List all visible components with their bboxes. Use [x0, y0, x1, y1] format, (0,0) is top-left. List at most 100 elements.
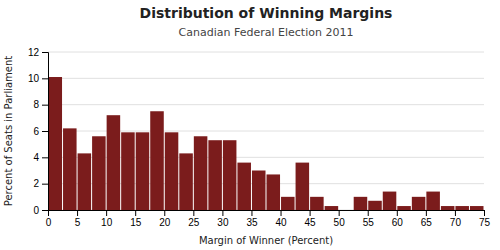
bar: [194, 136, 208, 210]
y-tick-mark: [42, 210, 48, 211]
x-tick-label: 15: [130, 217, 142, 228]
y-axis-line: [42, 53, 49, 211]
y-tick: 8: [33, 99, 48, 110]
y-axis: 0 2 4 6 8 10 12: [28, 47, 49, 216]
bar: [383, 192, 397, 210]
bar: [354, 197, 368, 210]
x-tick-label: 30: [217, 217, 229, 228]
x-tick-label: 25: [188, 217, 200, 228]
y-tick: 12: [28, 47, 48, 58]
grid-line: [48, 78, 484, 79]
bar: [470, 206, 484, 210]
bar: [267, 174, 281, 210]
bar: [426, 192, 440, 210]
x-tick-label: 40: [275, 217, 287, 228]
x-tick-label: 5: [75, 217, 81, 228]
x-tick: 60: [392, 210, 404, 228]
bar: [296, 163, 310, 210]
bar: [412, 197, 426, 210]
y-tick: 0: [33, 205, 48, 216]
x-tick-mark: [484, 210, 485, 216]
x-tick-mark: [193, 210, 194, 216]
bar: [107, 115, 121, 210]
x-tick-mark: [106, 210, 107, 216]
x-tick-label: 55: [363, 217, 375, 228]
bar: [310, 197, 324, 210]
y-tick: 2: [33, 178, 48, 189]
x-tick: 65: [421, 210, 433, 228]
x-tick-mark: [339, 210, 340, 216]
bar: [368, 201, 382, 210]
x-tick: 30: [217, 210, 229, 228]
y-axis-title: Percent of Seats in Parliament: [3, 56, 14, 207]
y-tick: 6: [33, 126, 48, 137]
bar: [237, 163, 251, 210]
bar: [136, 132, 150, 210]
y-tick-label: 0: [33, 205, 39, 216]
y-tick-label: 6: [33, 126, 39, 137]
x-tick-mark: [310, 210, 311, 216]
y-tick-mark: [42, 184, 48, 185]
x-tick-mark: [426, 210, 427, 216]
x-tick: 50: [334, 210, 346, 228]
x-tick: 40: [275, 210, 287, 228]
y-tick-mark: [42, 78, 48, 79]
y-tick-mark: [42, 157, 48, 158]
y-tick-mark: [42, 105, 48, 106]
bar: [121, 132, 135, 210]
x-tick-label: 70: [450, 217, 462, 228]
bar: [252, 171, 266, 211]
y-tick-label: 2: [33, 178, 39, 189]
bar: [92, 136, 106, 210]
title: Distribution of Winning Margins: [140, 5, 393, 21]
x-tick-mark: [455, 210, 456, 216]
y-tick-mark: [42, 131, 48, 132]
x-tick-mark: [135, 210, 136, 216]
x-tick-label: 75: [479, 217, 491, 228]
y-tick-mark: [42, 52, 48, 53]
x-tick: 20: [159, 210, 171, 228]
bar: [179, 153, 193, 210]
y-tick-label: 8: [33, 99, 39, 110]
x-tick-label: 35: [246, 217, 258, 228]
x-tick-mark: [77, 210, 78, 216]
x-tick-label: 45: [305, 217, 317, 228]
x-axis: 0 5 10 15 20 25 30 35 40 45 50 55 60 65 70 75: [46, 210, 491, 228]
grid-line: [48, 52, 484, 53]
bar: [397, 206, 411, 210]
x-tick: 25: [188, 210, 200, 228]
bar: [223, 140, 237, 210]
x-tick-mark: [164, 210, 165, 216]
x-tick-label: 60: [392, 217, 404, 228]
bar: [49, 77, 63, 210]
bar: [63, 128, 77, 210]
x-tick-mark: [281, 210, 282, 216]
x-tick-mark: [397, 210, 398, 216]
x-tick: 10: [101, 210, 113, 228]
bar: [208, 140, 222, 210]
x-axis-line: [49, 211, 485, 217]
x-tick: 0: [46, 210, 52, 228]
bar: [281, 197, 295, 210]
bar: [441, 206, 455, 210]
grid: [48, 52, 484, 210]
x-tick: 75: [479, 210, 491, 228]
chart: 0 5 10 15 20 25 30 35 40 45 50 55 60 65 70 75 0 2 4 6 8 10 12 D…: [0, 0, 500, 250]
x-tick-label: 20: [159, 217, 171, 228]
x-tick-label: 0: [46, 217, 52, 228]
x-tick: 45: [305, 210, 317, 228]
y-tick: 10: [28, 73, 48, 84]
y-tick-label: 4: [33, 152, 39, 163]
x-tick: 70: [450, 210, 462, 228]
y-tick: 4: [33, 152, 48, 163]
bar: [165, 132, 179, 210]
y-tick-label: 10: [28, 73, 40, 84]
x-axis-title: Margin of Winner (Percent): [199, 235, 333, 246]
bars: [49, 77, 484, 210]
x-tick-label: 65: [421, 217, 433, 228]
x-tick-label: 50: [334, 217, 346, 228]
bar: [339, 210, 353, 211]
x-tick: 55: [363, 210, 375, 228]
bar: [325, 206, 339, 210]
x-tick-mark: [222, 210, 223, 216]
